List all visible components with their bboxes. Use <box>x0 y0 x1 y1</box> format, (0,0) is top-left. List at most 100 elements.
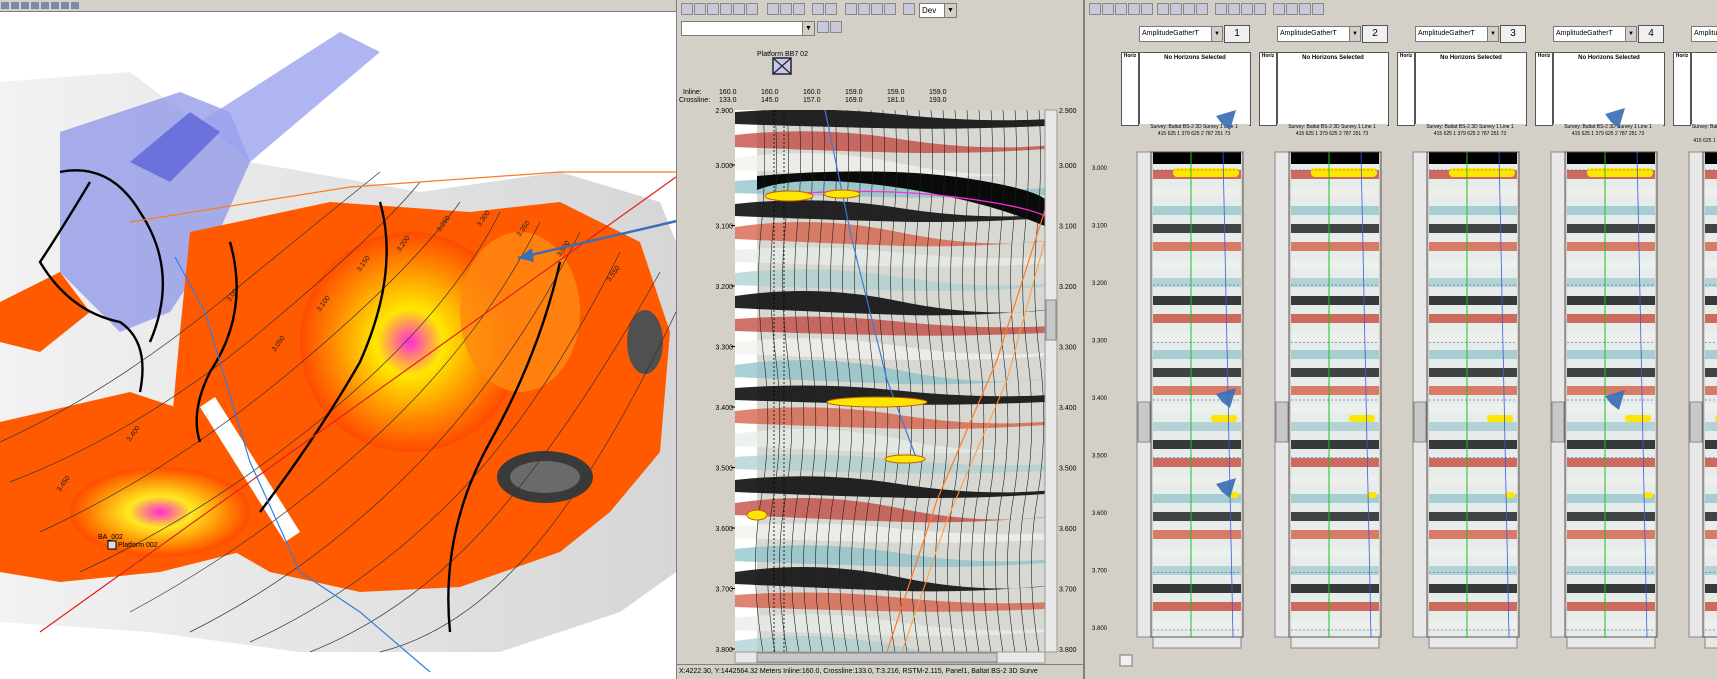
gather-event <box>1153 476 1241 485</box>
gather-scrollbar[interactable] <box>1274 151 1290 638</box>
amplitude-map-window[interactable]: BA_002 Platform 002 3.00 3.050 3.100 3.150 3… <box>0 0 676 679</box>
gather-type-select[interactable]: AmplitudeGatherT▼ <box>1139 26 1223 42</box>
chevron-down-icon[interactable]: ▼ <box>1487 27 1498 41</box>
color-icon[interactable] <box>1196 3 1208 15</box>
panel-icon[interactable] <box>1273 3 1285 15</box>
horizontal-scrollbar-thumb[interactable] <box>756 652 998 663</box>
gather-event <box>1705 350 1717 359</box>
gather-h-scrollbar[interactable] <box>1290 636 1380 649</box>
seismic-section-window[interactable]: Dev ▼ ▼ Platform BB7 02 Inline: Crossline… <box>676 0 1083 679</box>
pointer-icon[interactable] <box>1089 3 1101 15</box>
amplitude-map-canvas[interactable]: BA_002 Platform 002 3.003.0503.1003.1503… <box>0 12 676 679</box>
layout-icon[interactable] <box>1241 3 1253 15</box>
tool-icon[interactable] <box>41 2 49 9</box>
gather-canvas[interactable]: 3.000 3.100 3.200 3.300 3.400 3.500 3.600 3.700… <box>1085 0 1717 679</box>
panel-number[interactable]: 2 <box>1362 25 1388 43</box>
gather-panels-window[interactable]: AmplitudeGatherT ▼ 1 Horiz No Horizons Selec… <box>1083 0 1717 679</box>
pan-icon[interactable] <box>707 3 719 15</box>
gather-h-scrollbar[interactable] <box>1704 636 1717 649</box>
gather-type-select[interactable]: AmplitudeGatherT▼ <box>1277 26 1361 42</box>
layers-icon[interactable] <box>858 3 870 15</box>
panel-number[interactable]: 4 <box>1638 25 1664 43</box>
gather-event <box>1429 458 1517 467</box>
seismic-reflector <box>735 385 1045 405</box>
export-icon[interactable] <box>884 3 896 15</box>
seismic-trace <box>983 110 997 652</box>
zoom-icon[interactable] <box>694 3 706 15</box>
pointer-icon[interactable] <box>681 3 693 15</box>
survey-line: Survey: Baltat BS-2 3D Survey 1 Line 1 <box>1691 124 1717 130</box>
gather-scrollbar[interactable] <box>1688 151 1704 638</box>
survey-line: 415 625 1 379 625 2 787 251 73 <box>1571 131 1645 137</box>
gather-toolbar <box>1085 0 1717 18</box>
tool-icon[interactable] <box>1 2 9 9</box>
vertical-scrollbar[interactable] <box>1044 109 1058 653</box>
gather-h-scrollbar[interactable] <box>1566 636 1656 649</box>
zoom-in-icon[interactable] <box>767 3 779 15</box>
gather-event <box>1153 206 1241 215</box>
chevron-down-icon[interactable]: ▼ <box>1625 27 1636 41</box>
gather-scrollbar[interactable] <box>1550 151 1566 638</box>
display-mode-select[interactable]: Dev ▼ <box>919 3 957 18</box>
zoom-icon[interactable] <box>1102 3 1114 15</box>
horizon-icon[interactable] <box>746 3 758 15</box>
fit-icon[interactable] <box>793 3 805 15</box>
measure-icon[interactable] <box>812 3 824 15</box>
well-marker[interactable] <box>107 540 117 550</box>
layout-icon[interactable] <box>1228 3 1240 15</box>
horizon-icon[interactable] <box>1141 3 1153 15</box>
tool-icon[interactable] <box>61 2 69 9</box>
gather-scrollbar-thumb[interactable] <box>1551 401 1565 443</box>
layout-icon[interactable] <box>1254 3 1266 15</box>
gather-icon[interactable] <box>1157 3 1169 15</box>
panel-icon[interactable] <box>1312 3 1324 15</box>
tool-icon[interactable] <box>11 2 19 9</box>
gather-type-select[interactable]: AmplitudeGatherT▼ <box>1553 26 1637 42</box>
tool-icon[interactable] <box>51 2 59 9</box>
panel-number[interactable]: 3 <box>1500 25 1526 43</box>
grid-icon[interactable] <box>720 3 732 15</box>
panel-icon[interactable] <box>1299 3 1311 15</box>
page-button[interactable] <box>1119 654 1133 667</box>
pan-icon[interactable] <box>1115 3 1127 15</box>
gather-scrollbar[interactable] <box>1136 151 1152 638</box>
tool-icon[interactable] <box>21 2 29 9</box>
seismic-trace <box>899 110 913 652</box>
well-icon[interactable] <box>1128 3 1140 15</box>
seismic-canvas[interactable]: Platform BB7 02 Inline: Crossline: 160.0… <box>677 0 1083 679</box>
gather-scrollbar-thumb[interactable] <box>1275 401 1289 443</box>
gather-event <box>1291 368 1379 377</box>
gather-type-select[interactable]: AmplitudeGatherT▼ <box>1691 26 1717 42</box>
settings-icon[interactable] <box>1183 3 1195 15</box>
tool-icon[interactable] <box>31 2 39 9</box>
layout-icon[interactable] <box>1215 3 1227 15</box>
gather-scrollbar[interactable] <box>1412 151 1428 638</box>
color-icon[interactable] <box>903 3 915 15</box>
gather-top-event <box>1291 152 1379 164</box>
chevron-down-icon[interactable]: ▼ <box>1211 27 1222 41</box>
well-icon[interactable] <box>733 3 745 15</box>
panel-icon[interactable] <box>1286 3 1298 15</box>
gather-frame <box>1150 151 1244 638</box>
save-icon[interactable] <box>830 21 842 33</box>
gather-scrollbar-thumb[interactable] <box>1137 401 1151 443</box>
volume-select[interactable]: ▼ <box>681 21 815 36</box>
tool-icon[interactable] <box>71 2 79 9</box>
stack-icon[interactable] <box>1170 3 1182 15</box>
gather-h-scrollbar[interactable] <box>1428 636 1518 649</box>
zoom-out-icon[interactable] <box>780 3 792 15</box>
chevron-down-icon[interactable]: ▼ <box>1349 27 1360 41</box>
print-icon[interactable] <box>871 3 883 15</box>
open-folder-icon[interactable] <box>817 21 829 33</box>
gather-type-select[interactable]: AmplitudeGatherT▼ <box>1415 26 1499 42</box>
gather-event <box>1153 242 1241 251</box>
gather-scrollbar-thumb[interactable] <box>1413 401 1427 443</box>
settings-icon[interactable] <box>845 3 857 15</box>
gather-h-scrollbar[interactable] <box>1152 636 1242 649</box>
gather-event <box>1567 476 1655 485</box>
panel-number[interactable]: 1 <box>1224 25 1250 43</box>
scrollbar-thumb[interactable] <box>1045 299 1057 341</box>
pick-icon[interactable] <box>825 3 837 15</box>
gather-scrollbar-thumb[interactable] <box>1689 401 1703 443</box>
